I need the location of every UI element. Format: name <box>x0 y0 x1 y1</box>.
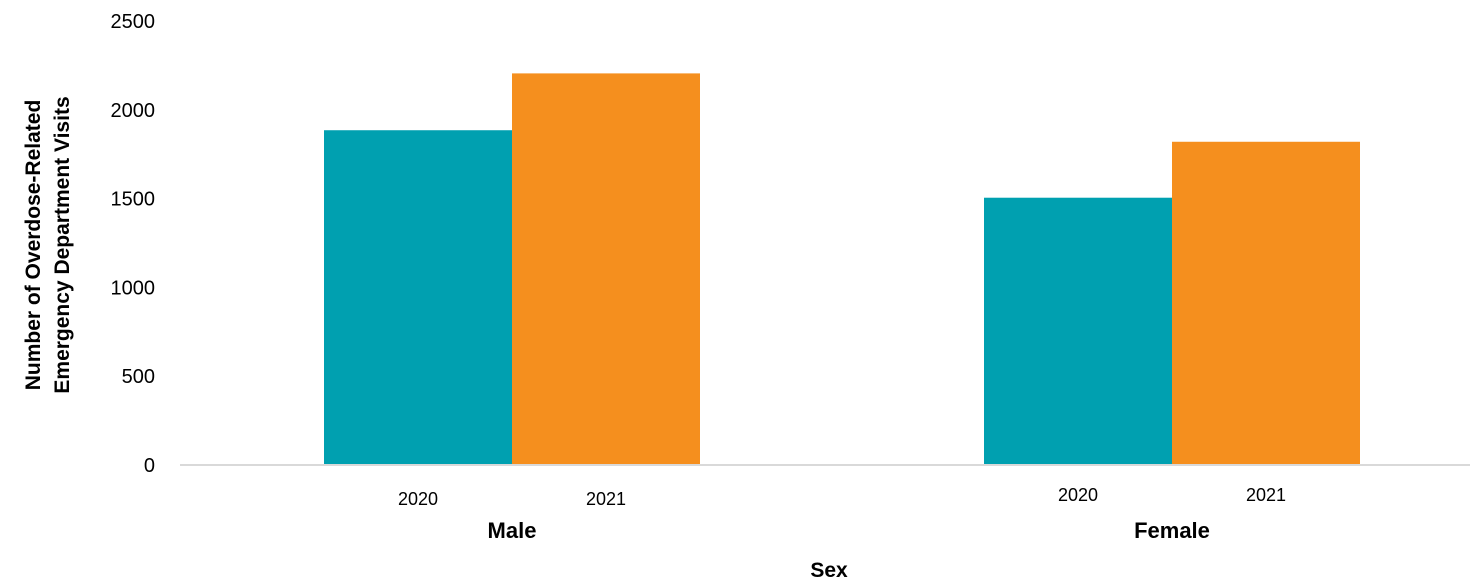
bar-female-2021 <box>1172 141 1360 465</box>
x-category-label: Female <box>1134 518 1210 543</box>
y-axis-title-line-2: Emergency Department Visits <box>51 96 74 393</box>
bars <box>324 73 1360 465</box>
x-sub-tick-label: 2021 <box>586 489 626 509</box>
y-tick-label: 2000 <box>111 100 156 122</box>
y-axis-ticks: 0 500 1000 1500 2000 2500 <box>111 11 156 477</box>
y-axis-title: Number of Overdose-Related Emergency Dep… <box>22 96 74 393</box>
bar-female-2020 <box>984 197 1172 465</box>
y-axis-title-line-1: Number of Overdose-Related <box>22 100 45 391</box>
y-tick-label: 1000 <box>111 277 156 299</box>
x-axis-labels: 2020 2021 Male 2020 2021 Female <box>398 485 1286 543</box>
x-axis-title: Sex <box>810 559 848 582</box>
y-tick-label: 500 <box>122 366 155 388</box>
bar-male-2021 <box>512 73 700 465</box>
y-tick-label: 2500 <box>111 11 156 33</box>
bar-male-2020 <box>324 130 512 465</box>
x-sub-tick-label: 2020 <box>398 489 438 509</box>
x-sub-tick-label: 2021 <box>1246 485 1286 505</box>
y-tick-label: 0 <box>144 455 155 477</box>
x-sub-tick-label: 2020 <box>1058 485 1098 505</box>
x-category-label: Male <box>488 518 537 543</box>
y-tick-label: 1500 <box>111 189 156 211</box>
